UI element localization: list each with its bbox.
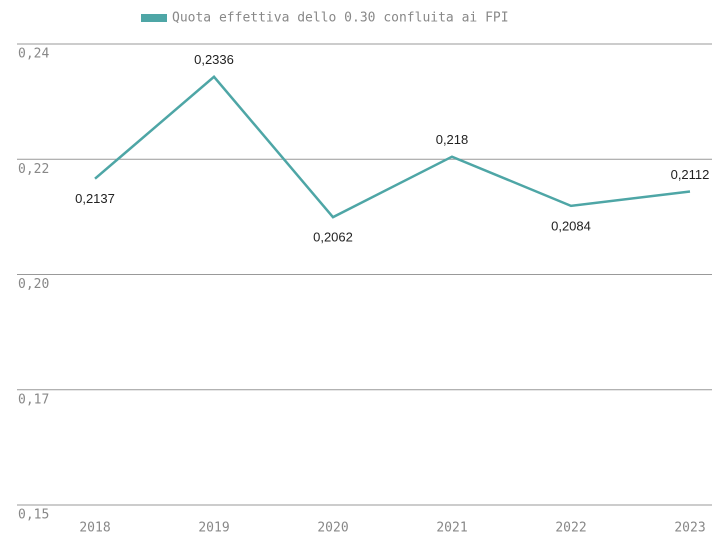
data-label: 0,2137	[75, 191, 115, 206]
y-tick-label: 0,17	[18, 392, 49, 407]
legend-label: Quota effettiva dello 0.30 confluita ai …	[172, 11, 509, 26]
y-tick-label: 0,15	[18, 508, 49, 523]
x-tick-label: 2022	[555, 521, 586, 534]
data-label: 0,2112	[671, 167, 710, 182]
data-label: 0,2084	[551, 218, 591, 233]
x-tick-label: 2020	[317, 521, 348, 534]
data-label: 0,218	[436, 132, 469, 147]
y-tick-label: 0,20	[18, 277, 49, 292]
x-tick-label: 2018	[79, 521, 110, 534]
x-tick-label: 2021	[436, 521, 467, 534]
x-tick-label: 2023	[674, 521, 705, 534]
data-label: 0,2336	[194, 52, 234, 67]
data-label: 0,2062	[313, 230, 353, 245]
line	[94, 75, 691, 219]
y-tick-label: 0,22	[18, 162, 49, 177]
legend-swatch	[141, 14, 167, 22]
x-tick-label: 2019	[198, 521, 229, 534]
y-tick-label: 0,24	[18, 47, 49, 62]
